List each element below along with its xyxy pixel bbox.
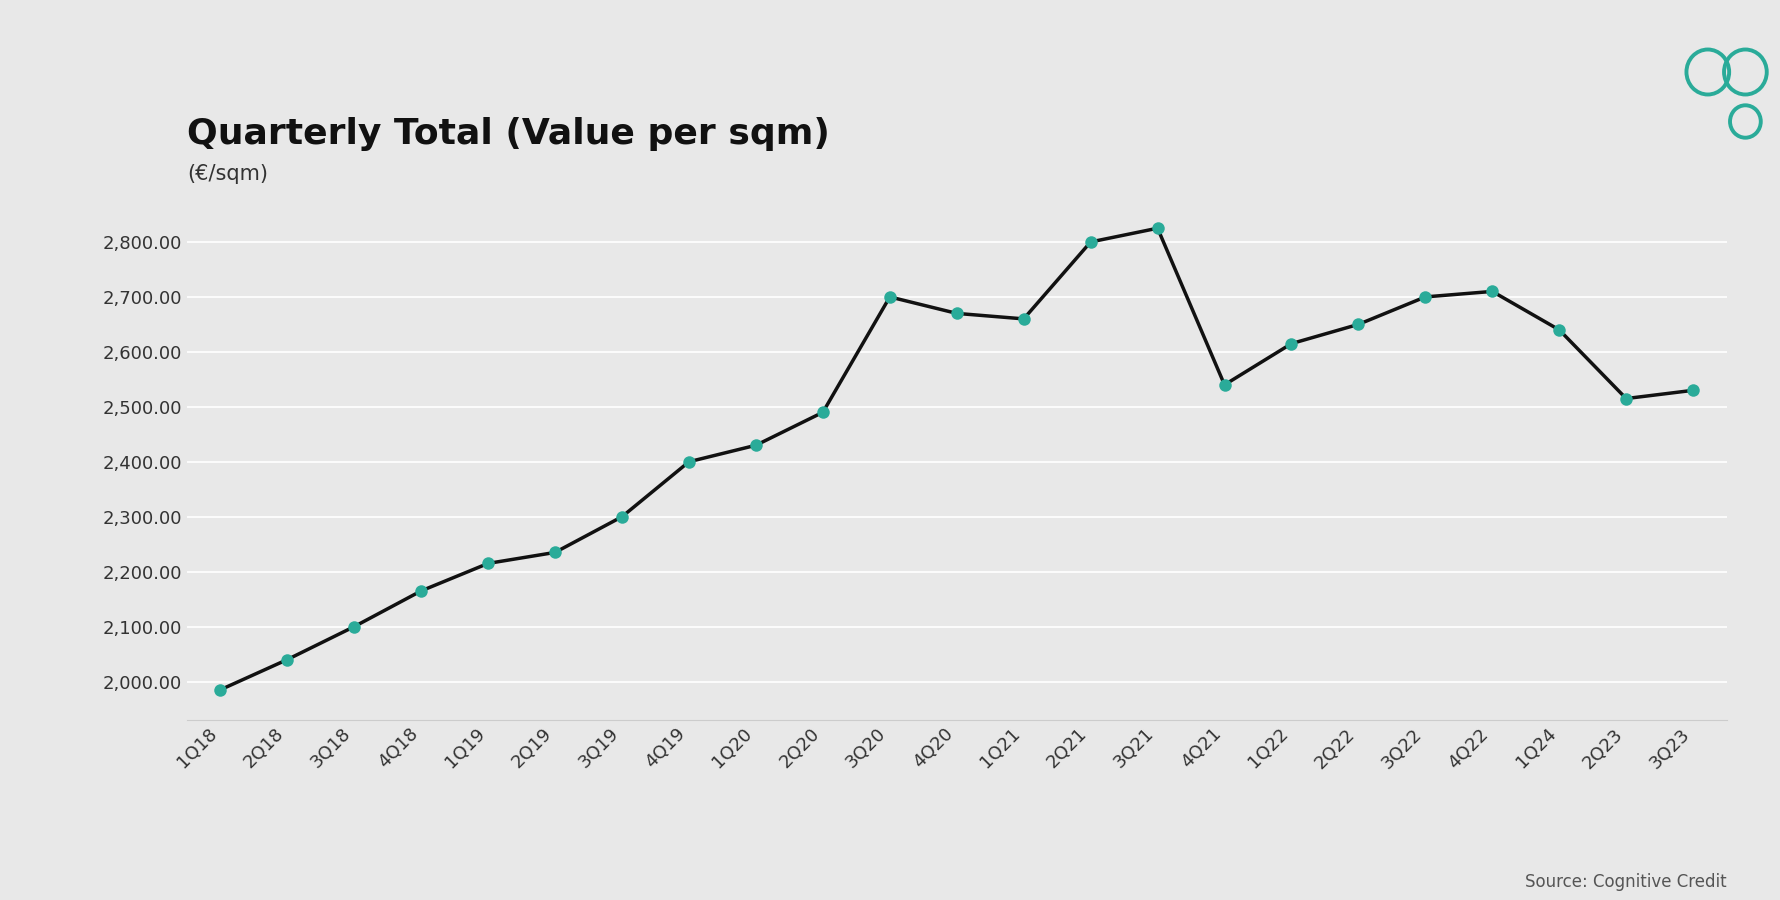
Point [675,454,703,469]
Point [876,290,904,304]
Point [607,509,635,524]
Text: Source: Cognitive Credit: Source: Cognitive Credit [1525,873,1727,891]
Point [1278,337,1307,351]
Text: (€/sqm): (€/sqm) [187,164,269,184]
Point [272,652,301,667]
Point [943,306,972,320]
Point [1412,290,1440,304]
Point [1143,221,1171,236]
Point [1077,235,1105,249]
Point [541,545,570,560]
Point [742,438,771,453]
Text: Quarterly Total (Value per sqm): Quarterly Total (Value per sqm) [187,117,829,151]
Point [1679,383,1707,398]
Point [1545,323,1574,338]
Point [1210,378,1239,392]
Point [408,584,436,598]
Point [1344,317,1372,331]
Point [206,682,235,697]
Point [340,619,368,634]
Point [1009,311,1038,326]
Point [1477,284,1506,299]
Point [473,556,502,571]
Point [1613,392,1641,406]
Point [808,405,837,419]
